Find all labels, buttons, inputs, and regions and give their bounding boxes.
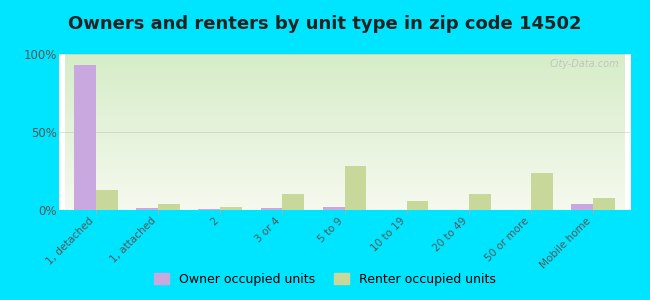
Bar [158,204,180,210]
Bar [198,209,220,210]
Bar [323,207,345,210]
Bar [344,166,366,210]
Bar [469,194,491,210]
Bar [531,172,552,210]
Text: City-Data.com: City-Data.com [549,59,619,69]
Bar [261,208,282,210]
Legend: Owner occupied units, Renter occupied units: Owner occupied units, Renter occupied un… [149,268,501,291]
Bar [593,197,615,210]
Bar [282,194,304,210]
Bar [407,201,428,210]
Text: Owners and renters by unit type in zip code 14502: Owners and renters by unit type in zip c… [68,15,582,33]
Bar [136,208,158,210]
Bar [74,65,96,210]
Bar [220,207,242,210]
Bar [571,204,593,210]
Bar [96,190,118,210]
